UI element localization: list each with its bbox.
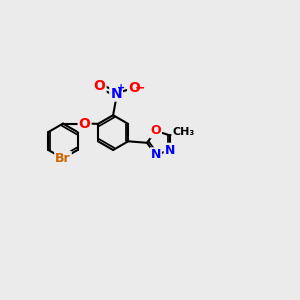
Text: −: − xyxy=(134,81,145,94)
Text: O: O xyxy=(128,81,140,94)
Text: CH₃: CH₃ xyxy=(172,128,194,137)
Text: Br: Br xyxy=(55,152,71,165)
Text: O: O xyxy=(94,79,106,93)
Text: +: + xyxy=(117,83,126,93)
Text: N: N xyxy=(165,144,175,157)
Text: O: O xyxy=(151,124,161,137)
Text: N: N xyxy=(151,148,161,161)
Text: O: O xyxy=(79,117,91,130)
Text: N: N xyxy=(110,87,122,100)
